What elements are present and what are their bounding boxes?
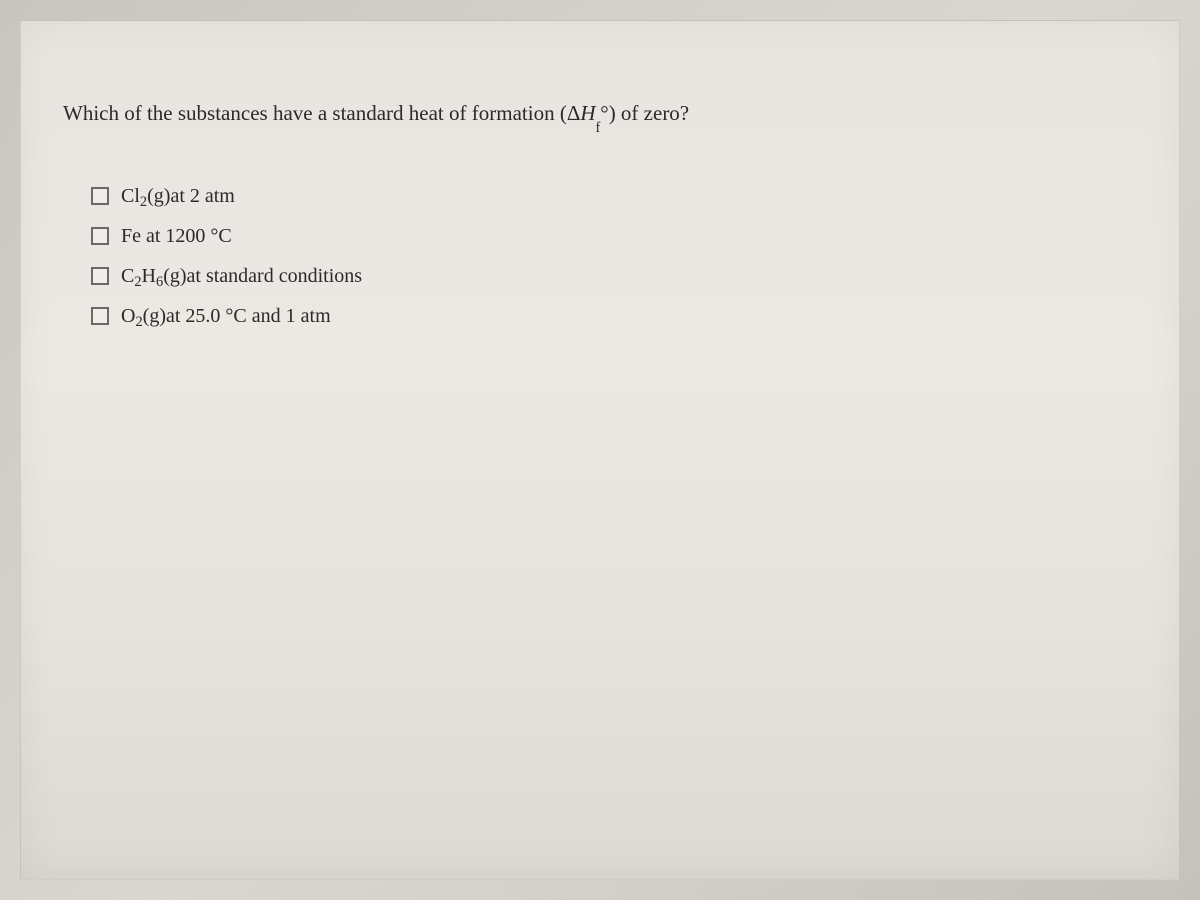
question-prefix: Which of the substances have a standard …	[63, 101, 567, 125]
option-label-2[interactable]: Fe at 1200 °C	[121, 226, 232, 246]
subscript-f: f	[596, 120, 601, 136]
chem-subscript: 2	[134, 275, 141, 289]
chem-subscript: 6	[156, 275, 163, 289]
option-row: O2(g) at 25.0 °C and 1 atm	[91, 300, 1137, 332]
chem-symbol: O	[121, 306, 135, 326]
options-list: Cl2(g) at 2 atm Fe at 1200 °C C2H6(g) at…	[91, 180, 1137, 332]
option-label-4[interactable]: O2(g) at 25.0 °C and 1 atm	[121, 306, 331, 326]
option-row: C2H6(g) at standard conditions	[91, 260, 1137, 292]
option-checkbox-1[interactable]	[91, 187, 109, 205]
option-row: Cl2(g) at 2 atm	[91, 180, 1137, 212]
option-label-3[interactable]: C2H6(g) at standard conditions	[121, 266, 362, 286]
phase-paren: (g)	[143, 306, 166, 326]
option-checkbox-4[interactable]	[91, 307, 109, 325]
chem-subscript: 2	[135, 315, 142, 329]
chem-symbol: Cl	[121, 186, 140, 206]
option-label-1[interactable]: Cl2(g) at 2 atm	[121, 186, 235, 206]
option-rest: at standard conditions	[187, 266, 363, 286]
question-prompt: Which of the substances have a standard …	[63, 99, 1137, 132]
option-rest: at 25.0 °C and 1 atm	[166, 306, 331, 326]
question-suffix: ) of zero?	[609, 101, 689, 125]
chem-symbol: H	[142, 266, 156, 286]
option-checkbox-2[interactable]	[91, 227, 109, 245]
delta-symbol: Δ	[567, 101, 581, 125]
degree-symbol: °	[600, 101, 608, 125]
chem-symbol: C	[121, 266, 134, 286]
question-card: Which of the substances have a standard …	[20, 20, 1180, 880]
option-row: Fe at 1200 °C	[91, 220, 1137, 252]
option-checkbox-3[interactable]	[91, 267, 109, 285]
option-rest: Fe at 1200 °C	[121, 226, 232, 246]
chem-subscript: 2	[140, 195, 147, 209]
delta-h: H	[580, 101, 595, 125]
phase-paren: (g)	[163, 266, 186, 286]
option-rest: at 2 atm	[170, 186, 234, 206]
phase-paren: (g)	[147, 186, 170, 206]
